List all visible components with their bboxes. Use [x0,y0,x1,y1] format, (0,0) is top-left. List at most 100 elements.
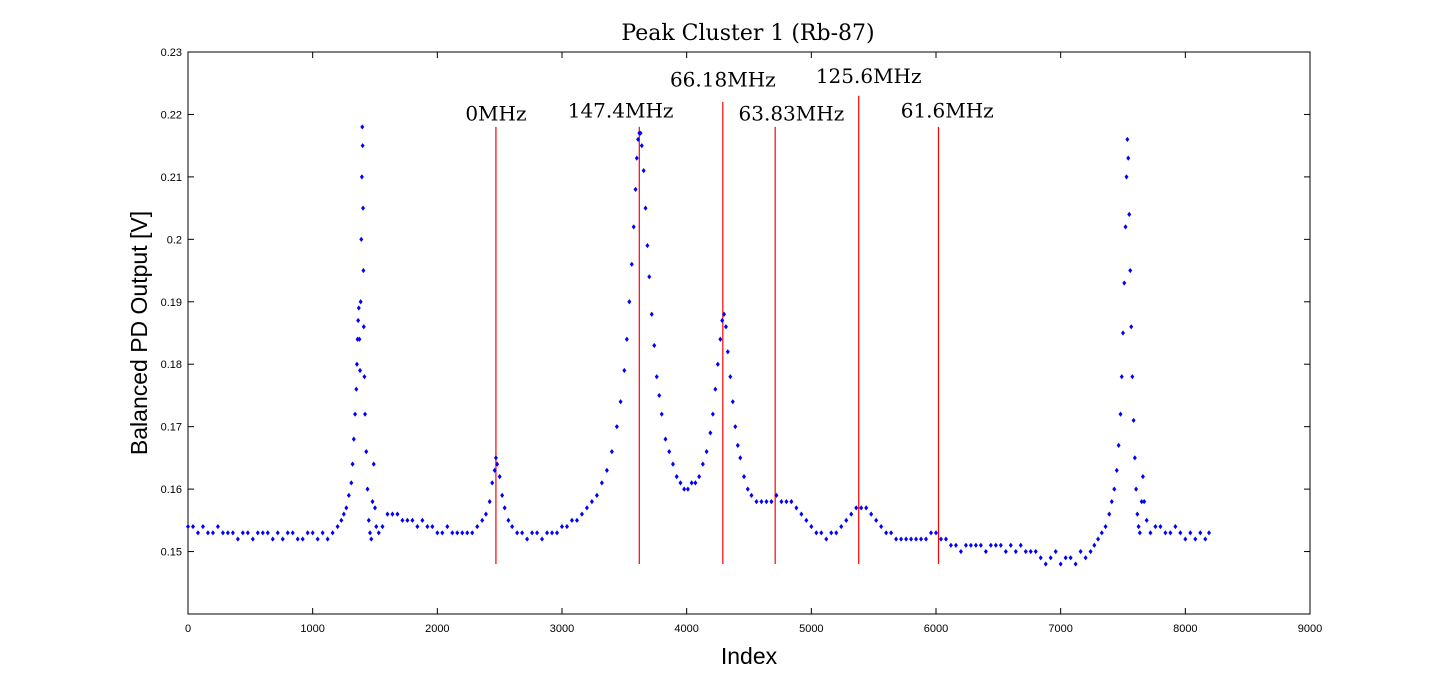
data-point [520,530,525,536]
data-point [535,530,540,536]
data-point [1158,523,1163,530]
data-point [530,530,535,536]
data-point [380,523,385,530]
data-point [643,205,648,211]
data-point [358,299,363,305]
data-point [210,530,215,536]
data-point [764,499,769,505]
data-point [1033,548,1038,555]
data-point [373,505,377,511]
data-point [497,474,502,480]
data-point [358,367,363,374]
data-point [360,124,365,130]
data-point [674,474,679,480]
data-point [350,461,355,467]
data-point [864,505,869,511]
x-tick-label: 9000 [1298,623,1322,635]
x-tick-label: 1000 [300,623,324,635]
data-point [235,536,240,542]
data-point [589,499,594,505]
data-point [545,530,550,536]
data-point [594,492,599,498]
y-tick-label: 0.23 [161,47,182,59]
data-point [300,536,305,542]
data-point [195,530,200,536]
data-point [584,505,589,511]
data-point [415,523,420,530]
data-point [260,530,265,536]
data-point [356,317,361,324]
x-tick-label: 0 [185,623,191,635]
data-point [200,523,205,530]
data-point [1114,467,1119,473]
data-point [1173,523,1178,530]
data-point [1038,555,1043,561]
data-point [1078,548,1083,555]
y-tick-label: 0.15 [161,547,182,559]
data-point [943,536,948,542]
data-point [614,424,619,430]
data-point [958,548,963,555]
data-point [809,523,814,530]
data-point [1153,523,1158,530]
data-point [490,480,495,486]
data-point [341,511,346,517]
data-point [953,542,958,548]
data-point [627,299,632,305]
data-point [305,530,310,536]
data-point [988,542,993,548]
data-point [1058,561,1063,567]
data-point [376,530,381,536]
data-point [1118,411,1123,417]
data-point [909,536,914,542]
data-point [983,548,988,555]
data-point [265,530,270,536]
data-point [346,492,351,498]
data-point [1130,374,1135,380]
data-point [470,530,475,536]
data-point [968,542,973,548]
data-point [365,486,370,492]
data-point [1043,561,1048,567]
data-point [639,143,644,149]
data-point [963,542,968,548]
plot-area-frame [187,51,1311,615]
data-point [1099,530,1104,536]
y-tick-label: 0.22 [161,109,182,121]
data-point [364,449,369,455]
data-point [819,530,824,536]
data-point [1018,542,1023,548]
data-point [844,517,849,523]
data-point [1013,548,1018,555]
x-axis-label: Index [721,643,778,669]
data-point [325,536,330,542]
x-tick-label: 3000 [550,623,574,635]
data-point [1107,511,1112,517]
y-tick-label: 0.17 [161,422,182,434]
data-point [804,517,809,523]
data-point [550,530,555,536]
data-point [634,155,639,161]
data-point [579,511,584,517]
data-point [609,449,614,455]
frequency-annotation: 63.83MHz [739,102,845,126]
data-point [948,542,953,548]
data-point [657,392,662,399]
data-point [670,461,675,467]
data-point [799,511,804,517]
data-point [363,411,368,417]
data-point [725,349,730,355]
data-point [250,536,255,542]
data-point [1126,155,1131,161]
data-point [1127,211,1132,217]
data-point [622,367,627,374]
data-point [574,517,579,523]
data-point [1131,417,1136,424]
y-tick-label: 0.21 [161,172,182,184]
data-point [889,530,894,536]
data-point [1188,530,1193,536]
data-point [759,499,764,505]
data-point [1198,530,1203,536]
data-point [240,530,245,536]
